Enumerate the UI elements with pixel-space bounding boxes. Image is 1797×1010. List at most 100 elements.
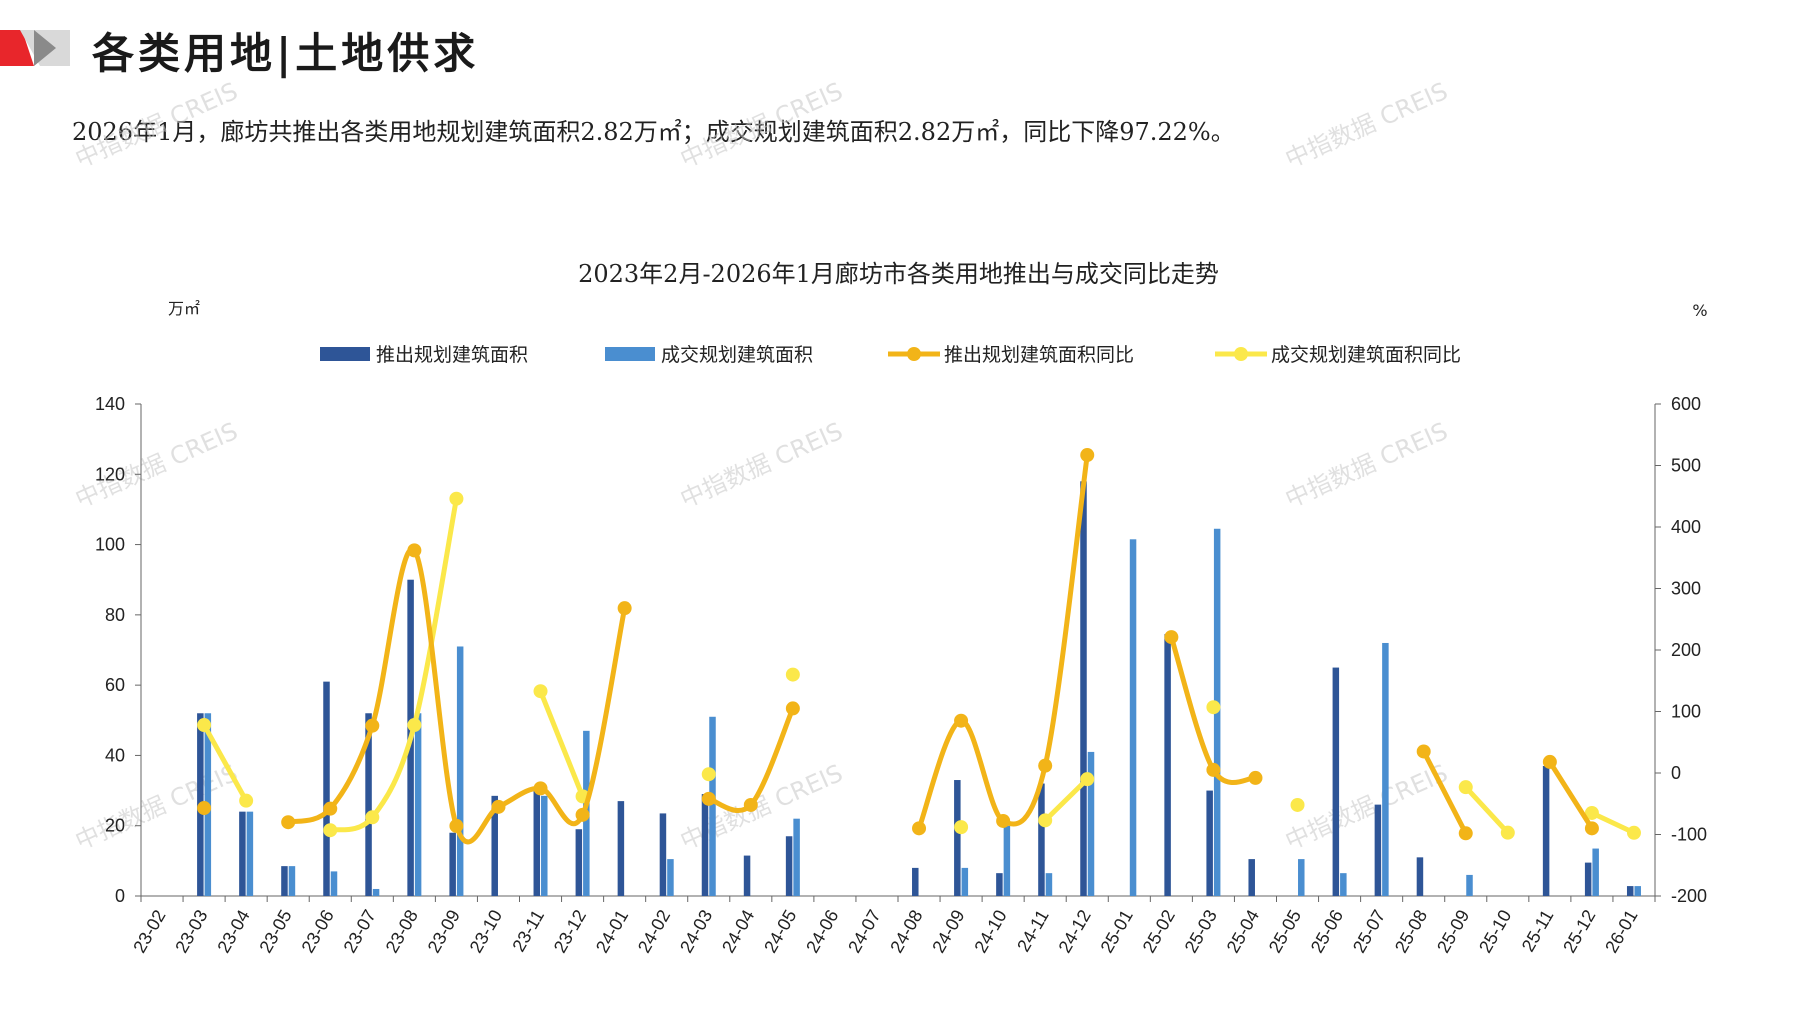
- x-tick-label: 24-06: [802, 906, 842, 956]
- line-point: [785, 701, 800, 716]
- legend: 推出规划建筑面积 成交规划建筑面积 推出规划建筑面积同比 成交规划建筑面积同比: [320, 344, 1461, 366]
- right-tick-label: 200: [1671, 640, 1701, 660]
- bar: [954, 780, 961, 896]
- x-tick-label: 25-07: [1349, 906, 1389, 956]
- line-point: [1248, 770, 1263, 785]
- line-point: [912, 821, 927, 836]
- left-tick-label: 140: [95, 394, 125, 414]
- line-point: [1500, 825, 1515, 840]
- bar: [659, 813, 667, 896]
- line-point: [491, 799, 506, 814]
- watermark-text: 中指数据 CREIS: [71, 759, 242, 856]
- line-point: [1584, 805, 1599, 820]
- bar: [961, 867, 969, 896]
- bar: [1038, 783, 1045, 896]
- line-point: [1206, 762, 1221, 777]
- legend-marker: [907, 347, 921, 361]
- x-tick-label: 25-10: [1475, 906, 1515, 956]
- x-tick-label: 24-01: [592, 906, 632, 956]
- bar: [1542, 765, 1550, 896]
- bar: [1164, 634, 1171, 896]
- watermark-text: 中指数据 CREIS: [676, 77, 847, 174]
- bar: [541, 795, 548, 896]
- line-point: [743, 797, 758, 812]
- bar: [1340, 873, 1347, 896]
- x-tick-label: 23-10: [466, 906, 506, 956]
- line-point: [239, 793, 254, 808]
- right-tick-label: 600: [1671, 394, 1701, 414]
- bar: [1466, 874, 1473, 896]
- right-axis-unit: %: [1692, 301, 1707, 320]
- bar: [246, 811, 254, 896]
- x-tick-label: 24-07: [844, 906, 884, 956]
- bar: [701, 794, 709, 896]
- right-tick-label: 400: [1671, 517, 1701, 537]
- line-point: [785, 667, 800, 682]
- line-point: [1080, 772, 1095, 787]
- bar: [996, 873, 1003, 896]
- series-line: [1168, 634, 1258, 785]
- line-point: [954, 820, 969, 835]
- x-tick-label: 24-04: [718, 906, 758, 956]
- x-tick-label: 25-12: [1559, 906, 1599, 956]
- x-tick-label: 24-05: [760, 906, 800, 956]
- left-tick-label: 0: [115, 886, 125, 906]
- x-tick-label: 24-12: [1054, 906, 1094, 956]
- right-tick-label: 0: [1671, 763, 1681, 783]
- x-tick-label: 23-03: [171, 906, 211, 956]
- left-tick-label: 100: [95, 535, 125, 555]
- bar: [372, 888, 380, 896]
- bar: [1045, 873, 1053, 896]
- x-tick-label: 23-06: [297, 906, 337, 956]
- watermark-text: 中指数据 CREIS: [1281, 417, 1452, 514]
- line-point: [1458, 780, 1473, 795]
- header-logo-mark: [0, 30, 70, 66]
- bar: [533, 790, 541, 896]
- line-point: [1458, 826, 1473, 841]
- line-point: [323, 823, 338, 838]
- bar: [330, 871, 338, 896]
- line-point: [1038, 813, 1053, 828]
- left-tick-label: 20: [105, 816, 125, 836]
- bar: [709, 716, 716, 896]
- bar: [1080, 481, 1087, 896]
- bar: [793, 818, 800, 896]
- series-line: [285, 546, 628, 845]
- x-tick-label: 25-04: [1223, 906, 1263, 956]
- bar: [912, 867, 919, 896]
- series-line: [916, 452, 1090, 831]
- legend-label: 成交规划建筑面积: [661, 344, 813, 366]
- watermark-text: 中指数据 CREIS: [71, 77, 242, 174]
- watermark-text: 中指数据 CREIS: [1281, 77, 1452, 174]
- x-tick-label: 24-03: [676, 906, 716, 956]
- line-point: [1164, 630, 1179, 645]
- line-point: [1290, 797, 1305, 812]
- legend-marker: [1234, 347, 1248, 361]
- line-point: [365, 718, 380, 733]
- legend-label: 推出规划建筑面积同比: [944, 344, 1134, 366]
- line-point: [1038, 758, 1053, 773]
- x-tick-label: 23-04: [213, 906, 253, 956]
- x-tick-label: 23-07: [340, 906, 380, 956]
- bar: [1374, 804, 1382, 896]
- x-tick-label: 25-03: [1181, 906, 1221, 956]
- bar: [667, 859, 674, 896]
- bar: [1416, 857, 1424, 896]
- bar: [1634, 886, 1641, 896]
- x-tick-label: 25-05: [1265, 906, 1305, 956]
- logo-gray-shape: [34, 30, 56, 66]
- right-tick-label: -100: [1671, 825, 1707, 845]
- line-point: [575, 807, 590, 822]
- line-point: [533, 781, 548, 796]
- x-tick-label: 24-11: [1013, 906, 1053, 955]
- line-point: [617, 601, 632, 616]
- line-point: [365, 810, 380, 825]
- watermarks: 中指数据 CREIS 中指数据 CREIS 中指数据 CREIS 中指数据 CREIS…: [71, 77, 1452, 856]
- x-tick-label: 24-10: [970, 906, 1010, 956]
- bar: [491, 795, 498, 896]
- logo-red-shape: [0, 30, 34, 66]
- bar: [1298, 859, 1305, 896]
- series-line: [1547, 759, 1595, 831]
- right-tick-label: 300: [1671, 579, 1701, 599]
